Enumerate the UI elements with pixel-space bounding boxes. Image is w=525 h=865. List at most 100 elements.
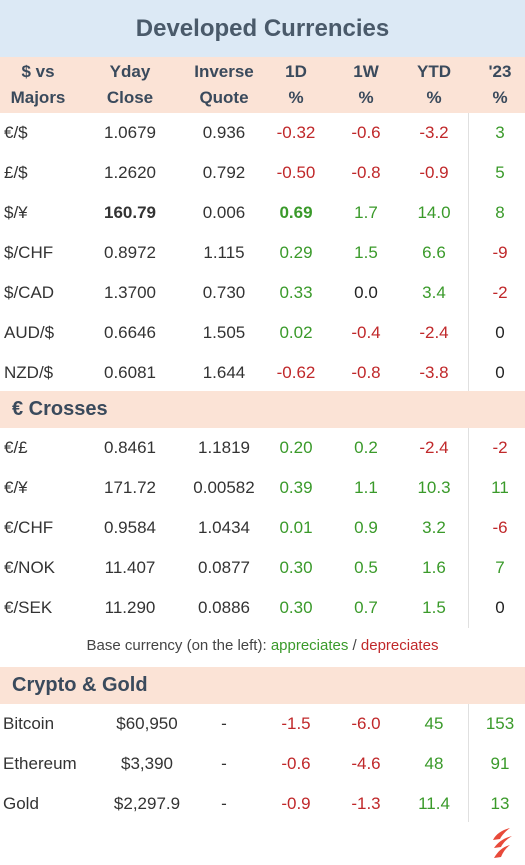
column-header-line2: Quote	[199, 88, 249, 107]
table-row: AUD/$ 0.6646 1.505 0.02 -0.4 -2.4 0	[0, 313, 525, 353]
cell-pair: $/CHF	[4, 243, 54, 262]
page-title: Developed Currencies	[135, 15, 390, 42]
cell-close: 0.6646	[104, 323, 156, 342]
cell-close: 1.0679	[104, 123, 156, 142]
table-row: $/¥ 160.79 0.006 0.69 1.7 14.0 8	[0, 193, 525, 233]
column-header-0: $ vs Majors	[0, 59, 88, 111]
cell-ytd: -3.8	[419, 363, 449, 382]
cell-close: 171.72	[104, 478, 156, 497]
cell-d1: 0.01	[279, 518, 313, 537]
cell-w1: -0.4	[351, 323, 381, 342]
cell-w1: -0.8	[351, 363, 381, 382]
cell-d1: 0.30	[279, 598, 313, 617]
legend-prefix: Base currency (on the left):	[86, 637, 267, 654]
cell-inverse: 0.792	[202, 163, 246, 182]
cell-inverse: 1.644	[202, 363, 246, 382]
cell-ytd: 14.0	[417, 203, 451, 222]
column-header-line1: 1W	[353, 62, 379, 81]
cell-inverse: 1.115	[203, 243, 245, 262]
table-row: $/CHF 0.8972 1.115 0.29 1.5 6.6 -9	[0, 233, 525, 273]
cell-close: 11.407	[104, 558, 156, 577]
table-row: €/NOK 11.407 0.0877 0.30 0.5 1.6 7	[0, 548, 525, 588]
cell-d1: -0.6	[281, 754, 311, 773]
cell-y23: 5	[495, 163, 505, 182]
cell-inverse: 1.505	[202, 323, 246, 342]
column-header-6: '23%	[450, 59, 525, 111]
column-header-4: 1W%	[316, 59, 416, 111]
column-header-2: Inverse Quote	[174, 59, 274, 111]
cell-d1: -1.5	[281, 714, 311, 733]
cell-y23: 13	[490, 794, 510, 813]
cell-pair: €/$	[4, 123, 28, 142]
cell-w1: 1.1	[354, 478, 378, 497]
column-header-row	[0, 57, 525, 113]
cell-pair: Bitcoin	[3, 714, 55, 733]
crosses-section-header	[0, 391, 525, 428]
cell-y23: 91	[490, 754, 510, 773]
column-divider	[468, 113, 469, 391]
cell-inverse: -	[221, 754, 227, 773]
column-header-line2: %	[288, 88, 304, 107]
column-divider	[468, 704, 469, 822]
cell-w1: 1.5	[354, 243, 378, 262]
flame-logo-icon	[488, 826, 518, 860]
cell-ytd: 3.2	[422, 518, 446, 537]
cell-ytd: 3.4	[422, 283, 446, 302]
cell-w1: -0.6	[351, 123, 381, 142]
cell-ytd: -2.4	[419, 438, 449, 457]
cell-close: 0.8972	[104, 243, 156, 262]
column-header-line1: '23	[488, 62, 512, 81]
title-bar	[0, 0, 525, 57]
cell-pair: Gold	[3, 794, 39, 813]
cell-d1: 0.33	[279, 283, 313, 302]
cell-inverse: -	[221, 714, 227, 733]
cell-pair: NZD/$	[4, 363, 54, 382]
legend-depreciates: depreciates	[360, 637, 439, 654]
cell-y23: 0	[495, 323, 505, 342]
cell-ytd: 6.6	[422, 243, 446, 262]
table-row: €/SEK 11.290 0.0886 0.30 0.7 1.5 0	[0, 588, 525, 628]
crypto-section-header	[0, 667, 525, 704]
cell-ytd: 1.5	[422, 598, 446, 617]
column-header-line2: %	[492, 88, 508, 107]
cell-y23: 0	[495, 598, 505, 617]
cell-w1: -1.3	[351, 794, 381, 813]
cell-ytd: 11.4	[418, 794, 450, 813]
column-header-line1: Yday	[109, 62, 151, 81]
cell-ytd: -3.2	[419, 123, 449, 142]
cell-pair: €/¥	[4, 478, 28, 497]
cell-close: 11.290	[104, 598, 156, 617]
cell-inverse: 1.1819	[198, 438, 250, 457]
cell-pair: AUD/$	[4, 323, 55, 342]
table-row: €/$ 1.0679 0.936 -0.32 -0.6 -3.2 3	[0, 113, 525, 153]
cell-y23: 3	[495, 123, 505, 142]
cell-d1: 0.02	[279, 323, 313, 342]
legend-separator: /	[352, 637, 357, 654]
table-row: NZD/$ 0.6081 1.644 -0.62 -0.8 -3.8 0	[0, 353, 525, 393]
cell-ytd: 10.3	[417, 478, 451, 497]
cell-close: 0.6081	[104, 363, 156, 382]
cell-pair: £/$	[4, 163, 28, 182]
column-header-1: Yday Close	[80, 59, 180, 111]
table-row: €/£ 0.8461 1.1819 0.20 0.2 -2.4 -2	[0, 428, 525, 468]
column-header-line2: Majors	[10, 88, 66, 107]
column-header-line2: Close	[106, 88, 154, 107]
cell-pair: Ethereum	[3, 754, 77, 773]
table-row: Bitcoin $60,950 - -1.5 -6.0 45 153	[0, 704, 525, 744]
cell-close: 160.79	[104, 203, 156, 222]
cell-w1: -4.6	[351, 754, 381, 773]
cell-pair: €/SEK	[4, 598, 53, 617]
table-row: Ethereum $3,390 - -0.6 -4.6 48 91	[0, 744, 525, 784]
table-row: €/CHF 0.9584 1.0434 0.01 0.9 3.2 -6	[0, 508, 525, 548]
cell-pair: $/¥	[4, 203, 28, 222]
cell-d1: -0.32	[276, 123, 316, 142]
cell-inverse: 0.00582	[193, 478, 255, 497]
cell-close: $60,950	[116, 714, 178, 733]
cell-close: $3,390	[121, 754, 173, 773]
cell-close: 0.9584	[104, 518, 156, 537]
cell-inverse: 0.0877	[198, 558, 250, 577]
cell-ytd: 1.6	[422, 558, 446, 577]
cell-inverse: 0.730	[202, 283, 246, 302]
cell-y23: 7	[495, 558, 505, 577]
cell-d1: 0.29	[279, 243, 313, 262]
